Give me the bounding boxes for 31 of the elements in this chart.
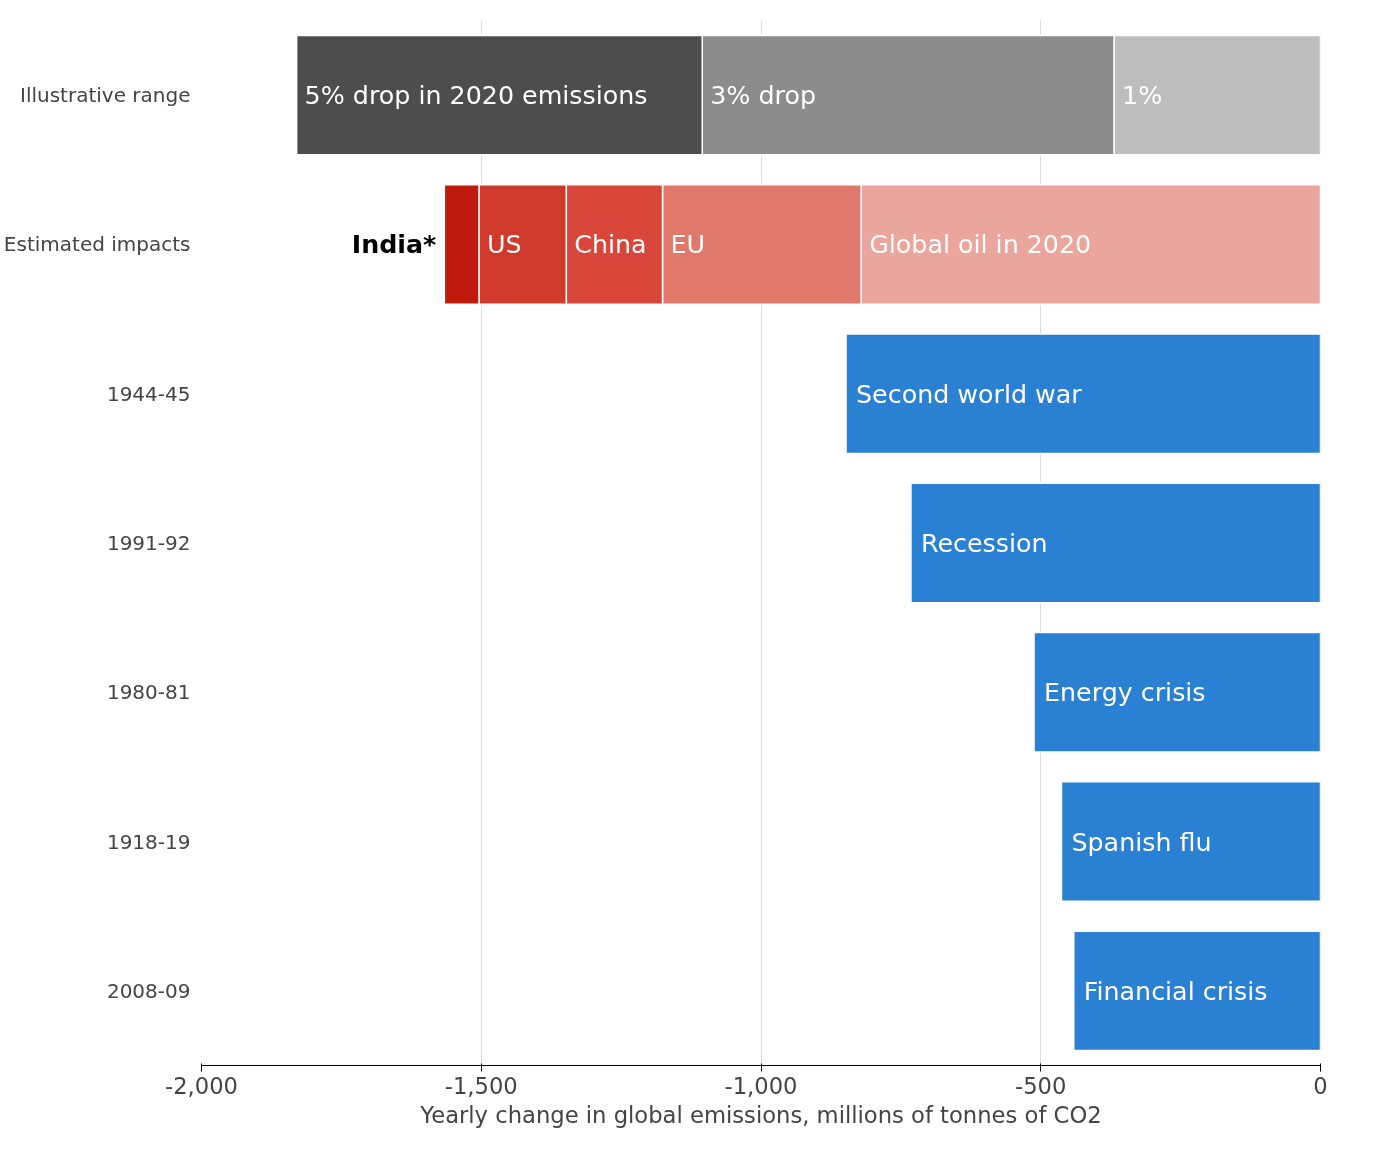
bar [845, 333, 1321, 455]
series-label: 1% [1122, 80, 1163, 111]
x-axis-title: Yearly change in global emissions, millions of tonnes of CO2 [419, 1101, 1102, 1128]
series-label: 3% drop [710, 80, 816, 111]
y-tick-label: Estimated impacts [3, 232, 191, 257]
series-label: 5% drop in 2020 emissions [304, 80, 648, 111]
bar [1073, 930, 1321, 1052]
y-tick-label: Illustrative range [20, 83, 191, 108]
series-label: US [487, 229, 522, 260]
series-label: EU [670, 229, 706, 260]
x-tick-label: -1,000 [724, 1072, 798, 1099]
y-tick-label: 2008-09 [106, 978, 191, 1003]
series-label: China [574, 229, 647, 260]
x-tick-label: -500 [1015, 1072, 1067, 1099]
bar [1033, 631, 1321, 753]
annotation: Financial crisis [1083, 975, 1268, 1006]
bar [1060, 781, 1321, 903]
x-tick-label: 0 [1313, 1072, 1328, 1099]
annotation: Second world war [856, 378, 1083, 409]
bar [910, 482, 1321, 604]
annotation: Energy crisis [1044, 677, 1206, 708]
series-label: India* [351, 229, 437, 260]
x-tick-label: -1,500 [444, 1072, 518, 1099]
y-tick-label: 1980-81 [106, 680, 191, 705]
annotation: Recession [920, 528, 1048, 558]
y-tick-label: 1918-19 [106, 829, 191, 854]
series-label: Global oil in 2020 [869, 229, 1092, 260]
y-tick-label: 1944-45 [106, 381, 191, 406]
y-tick-label: 1991-92 [106, 531, 191, 555]
annotation: Spanish flu [1071, 826, 1212, 857]
x-tick-label: -2,000 [164, 1072, 239, 1099]
